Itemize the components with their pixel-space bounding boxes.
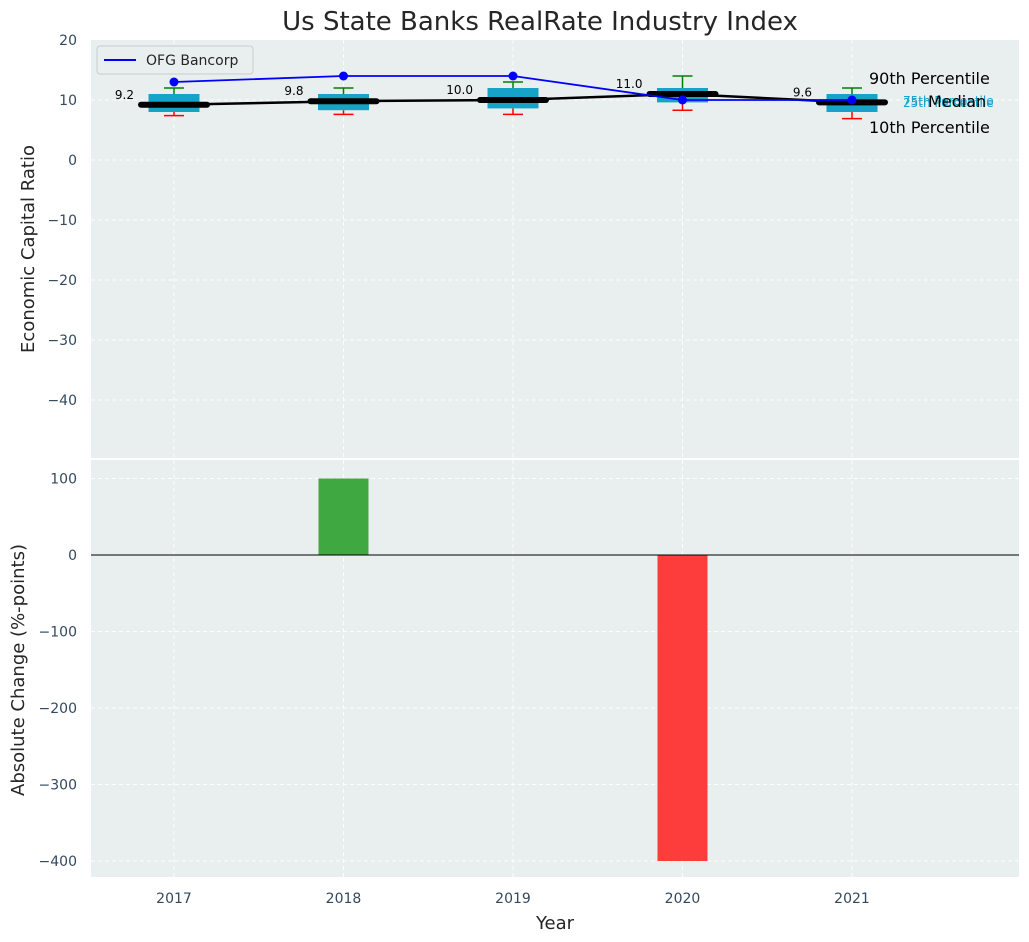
- bottom-panel: 100 0 −100 −200 −300 −400 2017 2018 2019 2020 202…: [8, 460, 1019, 934]
- chart-title: Us State Banks RealRate Industry Index: [282, 7, 798, 37]
- median-value-label: 9.2: [115, 88, 134, 102]
- top-y-tick-label: −10: [47, 213, 77, 229]
- x-tick-label: 2018: [326, 891, 362, 907]
- top-y-tick-label: 0: [68, 153, 77, 169]
- x-tick-labels: 2017 2018 2019 2020 2021: [156, 891, 870, 907]
- annotation-10th-percentile: 10th Percentile: [869, 118, 990, 137]
- top-y-tick-labels: 20 10 0 −10 −20 −30 −40: [47, 33, 77, 409]
- legend-label-ofg-bancorp: OFG Bancorp: [146, 53, 238, 69]
- x-tick-label: 2020: [665, 891, 701, 907]
- bottom-y-tick-label: −200: [39, 701, 77, 717]
- median-value-label: 10.0: [446, 83, 473, 97]
- company-series-point: [169, 77, 179, 87]
- median-value-label: 11.0: [616, 77, 643, 91]
- company-series-point: [678, 95, 687, 105]
- top-y-tick-label: 20: [59, 33, 77, 49]
- bottom-y-tick-label: −300: [39, 778, 77, 794]
- x-tick-label: 2017: [156, 891, 192, 907]
- bottom-gridlines: [91, 460, 1019, 877]
- annotation-75th-percentile: 75th Percentile: [903, 94, 994, 108]
- legend: OFG Bancorp: [96, 45, 254, 75]
- legend-box: [96, 45, 254, 75]
- negative-change-bar: [657, 555, 708, 861]
- x-tick-label: 2019: [495, 891, 531, 907]
- annotation-90th-percentile: 90th Percentile: [869, 69, 990, 88]
- top-panel: 20 10 0 −10 −20 −30 −40 Economic Capital Ratio…: [18, 33, 1019, 458]
- top-y-tick-label: −30: [47, 333, 77, 349]
- percentile-annotations: 90th Percentile 75th Percentile 25th Per…: [869, 69, 994, 137]
- bottom-y-tick-labels: 100 0 −100 −200 −300 −400: [39, 472, 77, 871]
- bottom-plot-background: [91, 460, 1019, 877]
- median-trend-line: [173, 92, 853, 107]
- top-y-axis-label: Economic Capital Ratio: [18, 145, 39, 353]
- median-trend-group: [173, 92, 853, 107]
- box-plot-group: 9.2 9.8 10.0 11.0 9.6: [115, 75, 888, 120]
- company-series-point: [339, 71, 348, 81]
- x-axis-label: Year: [535, 913, 575, 934]
- top-y-tick-label: −40: [47, 393, 77, 409]
- x-tick-label: 2021: [834, 891, 870, 907]
- top-gridlines: [91, 40, 1019, 458]
- annotation-25th-percentile: 25th Percentile: [903, 96, 994, 110]
- bottom-y-tick-label: −400: [39, 854, 77, 870]
- top-y-tick-label: 10: [59, 93, 77, 109]
- annotation-median: Median: [928, 92, 986, 111]
- median-value-label: 9.8: [284, 84, 303, 98]
- top-y-tick-label: −20: [47, 273, 77, 289]
- bottom-y-tick-label: −100: [39, 625, 77, 641]
- company-series-group: [169, 71, 857, 105]
- change-bars: [91, 478, 1019, 861]
- bottom-y-tick-label: 100: [50, 472, 77, 488]
- positive-change-bar: [318, 478, 369, 555]
- company-series-point: [847, 95, 857, 105]
- bottom-y-tick-label: 0: [68, 548, 77, 564]
- bottom-y-axis-label: Absolute Change (%-points): [8, 544, 29, 796]
- median-value-label: 9.6: [793, 85, 812, 99]
- company-series-point: [508, 71, 518, 81]
